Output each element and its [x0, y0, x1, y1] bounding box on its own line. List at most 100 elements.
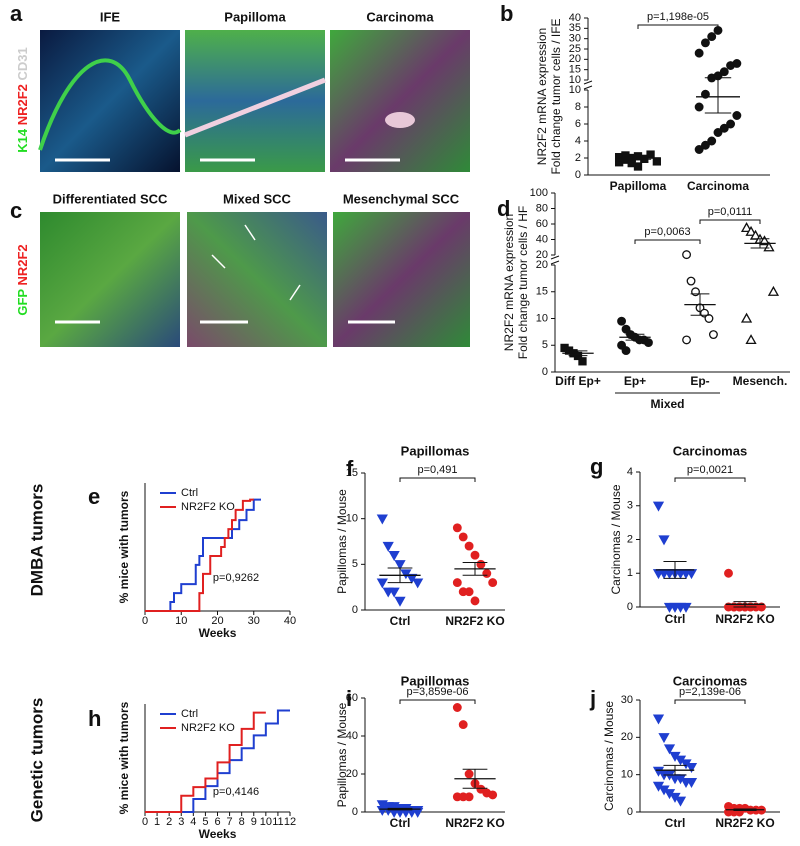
data-point — [707, 32, 717, 42]
y-tick-label: 15 — [536, 286, 548, 298]
micrograph — [40, 30, 180, 172]
panel-letter: a — [10, 1, 23, 26]
x-tick-label: 10 — [260, 816, 272, 828]
y-axis-label: NR2F2 mRNA expression — [535, 28, 549, 165]
image-title: Mesenchymal SCC — [343, 191, 460, 206]
y-tick-label: 25 — [569, 43, 581, 55]
survival-curve — [145, 498, 261, 612]
data-point — [658, 733, 670, 744]
y-tick-label: 4 — [575, 135, 581, 147]
significance-bracket — [399, 699, 476, 704]
y-tick-label: 10 — [346, 513, 358, 525]
legend-label: NR2F2 KO — [181, 722, 235, 734]
data-point — [707, 136, 717, 146]
y-tick-label: 40 — [569, 12, 581, 24]
y-tick-label: 20 — [536, 259, 548, 271]
y-axis-label: Fold change tumor cells / IFE — [549, 18, 563, 174]
x-tick-label: 30 — [248, 615, 260, 627]
legend-label: Ctrl — [181, 487, 198, 499]
tissue-edge — [38, 58, 182, 151]
data-point — [388, 587, 400, 598]
y-tick-label: 5 — [542, 339, 548, 351]
data-point — [732, 59, 742, 68]
image-title: Mixed SCC — [223, 191, 292, 206]
data-point — [719, 67, 729, 77]
micrograph — [330, 30, 470, 172]
x-tick-label: 10 — [175, 615, 187, 627]
data-point — [458, 720, 468, 730]
micrograph — [333, 212, 470, 347]
survival-curve — [145, 498, 254, 612]
x-tick-label: 4 — [190, 816, 196, 828]
image-title: Carcinoma — [366, 9, 434, 24]
y-tick-label: 10 — [569, 84, 581, 96]
data-point — [757, 602, 766, 612]
x-tick-label: Ep- — [690, 374, 709, 388]
x-tick-label: 11 — [272, 816, 283, 828]
p-value: p=0,0063 — [644, 226, 690, 238]
arrow — [211, 254, 226, 269]
panel-letter: d — [497, 196, 510, 221]
x-tick-label: Ctrl — [665, 612, 686, 626]
p-value: p=0,4146 — [213, 786, 259, 798]
y-tick-label: 20 — [621, 731, 633, 743]
arrow — [244, 224, 256, 241]
x-tick-label: 1 — [154, 816, 160, 828]
data-point — [488, 578, 498, 588]
x-tick-label: NR2F2 KO — [445, 816, 504, 830]
data-point — [452, 703, 462, 712]
y-tick-label: 60 — [536, 218, 548, 230]
p-value: p=0,491 — [417, 464, 457, 476]
stain-name: K14 — [15, 128, 30, 153]
panel-letter: j — [589, 686, 596, 711]
stain-name: CD31 — [15, 47, 30, 80]
stain-label: GFP NR2F2 — [15, 244, 30, 315]
y-tick-label: 1 — [627, 567, 633, 579]
data-point — [388, 551, 400, 562]
x-tick-label: Carcinoma — [687, 179, 749, 193]
image-title: Papilloma — [224, 9, 286, 24]
y-axis-label: Carcinomas / Mouse — [602, 701, 616, 811]
x-tick-label: Mesench. — [733, 374, 788, 388]
data-point — [724, 568, 733, 578]
y-tick-label: 4 — [627, 466, 633, 478]
x-tick-label: 5 — [202, 816, 208, 828]
data-point — [713, 128, 723, 137]
micrograph — [187, 212, 327, 347]
x-tick-label: Ep+ — [624, 374, 646, 388]
y-tick-label: 20 — [569, 53, 581, 65]
data-point — [686, 276, 696, 286]
x-axis-label: Weeks — [199, 827, 237, 841]
p-value: p=0,9262 — [213, 572, 259, 584]
stain-label: K14 NR2F2 CD31 — [15, 47, 30, 153]
data-point — [704, 314, 714, 323]
data-point — [694, 102, 704, 112]
y-tick-label: 20 — [536, 249, 548, 261]
survival-curve — [145, 709, 290, 813]
panel-letter: g — [590, 454, 603, 479]
panel-letter: c — [10, 198, 22, 223]
p-value: p=2,139e-06 — [679, 686, 741, 698]
x-tick-label: 40 — [284, 615, 296, 627]
x-tick-label: Ctrl — [390, 614, 411, 628]
y-tick-label: 10 — [621, 769, 633, 781]
data-point — [745, 225, 757, 236]
y-axis-label: Papillomas / Mouse — [335, 702, 349, 807]
x-tick-label: 3 — [178, 816, 184, 828]
x-tick-label: NR2F2 KO — [715, 612, 774, 626]
y-axis-label: Carcinomas / Mouse — [609, 484, 623, 594]
data-point — [412, 578, 424, 589]
y-axis-label: % mice with tumors — [117, 701, 131, 814]
significance-bracket — [637, 24, 719, 29]
data-point — [652, 501, 665, 512]
chart-title: Papillomas — [401, 443, 470, 458]
micrograph-row-a — [38, 30, 470, 172]
y-tick-label: 2 — [575, 152, 581, 164]
y-tick-label: 35 — [569, 22, 581, 34]
y-axis-label: % mice with tumors — [117, 490, 131, 603]
x-tick-label: 0 — [142, 816, 148, 828]
x-tick-label: Papilloma — [610, 179, 667, 193]
p-value: p=3,859e-06 — [406, 686, 468, 698]
data-point — [740, 312, 753, 323]
